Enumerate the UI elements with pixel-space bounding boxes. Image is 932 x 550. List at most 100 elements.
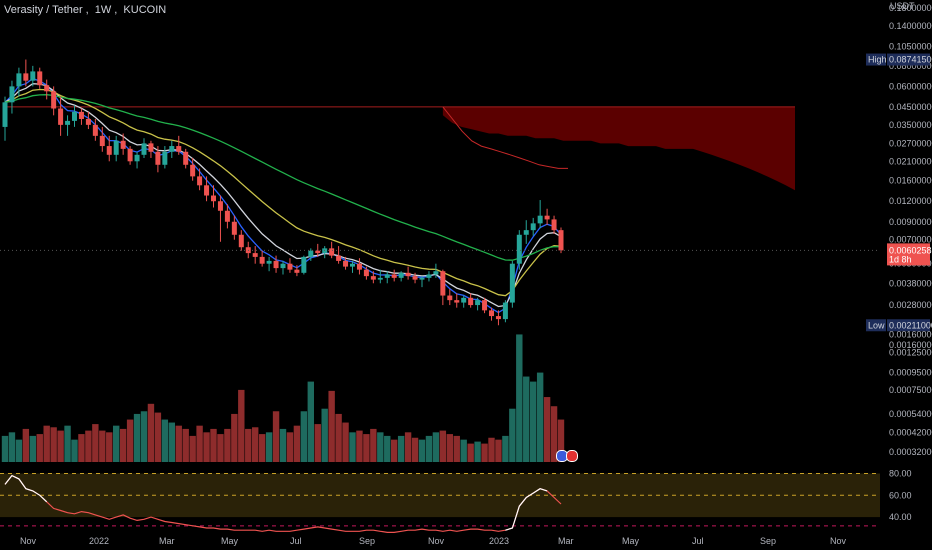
candle-body (530, 223, 536, 231)
volume-bar (231, 413, 238, 462)
exchange: KUCOIN (123, 4, 167, 16)
price-tick-label: 0.00700000 (889, 235, 932, 245)
candle-body (120, 140, 126, 149)
volume-bar (363, 434, 370, 462)
volume-bar (293, 425, 301, 462)
time-axis-label: 2022 (89, 536, 109, 546)
candle-body (461, 297, 467, 303)
volume-bar (29, 435, 36, 462)
volume-bar (182, 428, 189, 462)
candles (2, 59, 564, 326)
volume-bar (133, 413, 141, 462)
time-axis-label: Jul (692, 536, 704, 546)
price-tick-label: 0.01200000 (889, 196, 932, 206)
candle-body (78, 111, 84, 119)
volume-bar (119, 428, 127, 462)
candle-body (391, 274, 397, 278)
candle-body (169, 146, 175, 152)
candle-body (412, 276, 418, 280)
low-value-label: 0.00211000 (889, 320, 932, 330)
candle-body (516, 234, 522, 264)
chart-title: Verasity / Tether, 1W, KUCOIN (4, 4, 167, 16)
candle-body (336, 255, 342, 261)
candle-body (482, 300, 488, 311)
low-tag-label: Low (868, 320, 885, 330)
candle-body (329, 248, 335, 256)
volume-bar (516, 334, 523, 462)
candle-body (537, 215, 543, 224)
rsi-tick-label: 60.00 (889, 490, 912, 500)
candle-body (16, 73, 22, 87)
volume-bar (196, 425, 203, 462)
candle-body (37, 71, 43, 86)
volume-bar (92, 424, 99, 462)
candle-body (523, 230, 529, 235)
candle-body (85, 118, 91, 125)
volume-bar (168, 422, 175, 462)
volume-bar (397, 435, 405, 462)
high-tag (866, 53, 886, 66)
candle-body (141, 143, 147, 155)
volume-bar (210, 428, 217, 462)
candle-body (204, 185, 210, 196)
volume-bar (147, 403, 155, 462)
volume-bar (342, 422, 349, 462)
volume-bar (370, 428, 377, 462)
candle-body (92, 124, 98, 136)
volume-bar (238, 389, 245, 462)
time-axis-label: Sep (359, 536, 375, 546)
price-tick-label: 0.06000000 (889, 81, 932, 91)
price-tick-label: 0.02700000 (889, 138, 932, 148)
candle-body (72, 111, 77, 121)
candle-body (301, 256, 307, 273)
price-tick-label: 0.00900000 (889, 217, 932, 227)
candle-body (468, 297, 474, 306)
volume-bar (71, 439, 78, 462)
ichimoku-cloud (5, 106, 795, 191)
price-tick-label: 0.00160000 (889, 340, 932, 350)
volume-bar (279, 428, 287, 462)
volume-bar (252, 427, 259, 462)
price-tick-label: 0.18000000 (889, 3, 932, 13)
volume-bar (1, 435, 9, 462)
last-price-label: 0.00602583 (889, 245, 932, 255)
high-value-label: 0.08741500 (889, 55, 932, 65)
candle-body (106, 146, 112, 155)
candle-body (440, 271, 446, 296)
volume-bar (85, 430, 92, 462)
candle-body (2, 102, 8, 127)
candle-body (447, 295, 453, 301)
candle-body (155, 151, 161, 165)
lagging-line (442, 106, 568, 169)
candle-body (398, 272, 404, 278)
volume-bar (467, 443, 474, 462)
ma-yellow-line (4, 88, 562, 297)
candle-body (433, 271, 439, 275)
candle-body (315, 250, 321, 254)
candle-body (287, 263, 293, 270)
time-axis-label: May (622, 536, 640, 546)
candle-body (99, 135, 105, 147)
candle-body (113, 140, 119, 155)
candle-body (308, 250, 314, 257)
high-tag-label: High (868, 55, 887, 65)
price-tick-label: 0.01600000 (889, 176, 932, 186)
candle-body (405, 272, 411, 277)
volume-bar (57, 430, 64, 462)
candle-body (475, 300, 481, 306)
volume-bar (523, 376, 530, 462)
candle-body (350, 263, 355, 267)
volume-bar (391, 439, 398, 462)
volume-bar (328, 390, 335, 462)
candle-body (238, 234, 244, 248)
rsi-overbought-segment (4, 474, 48, 503)
candle-body (343, 260, 349, 267)
price-tick-label: 0.08000000 (889, 61, 932, 71)
us-flag-icon[interactable] (566, 450, 578, 462)
candle-body (280, 263, 286, 269)
volume-bar (384, 435, 391, 462)
volume-bar (536, 372, 544, 462)
price-tick-label: 0.03500000 (889, 120, 932, 130)
cloud-area (5, 106, 795, 191)
